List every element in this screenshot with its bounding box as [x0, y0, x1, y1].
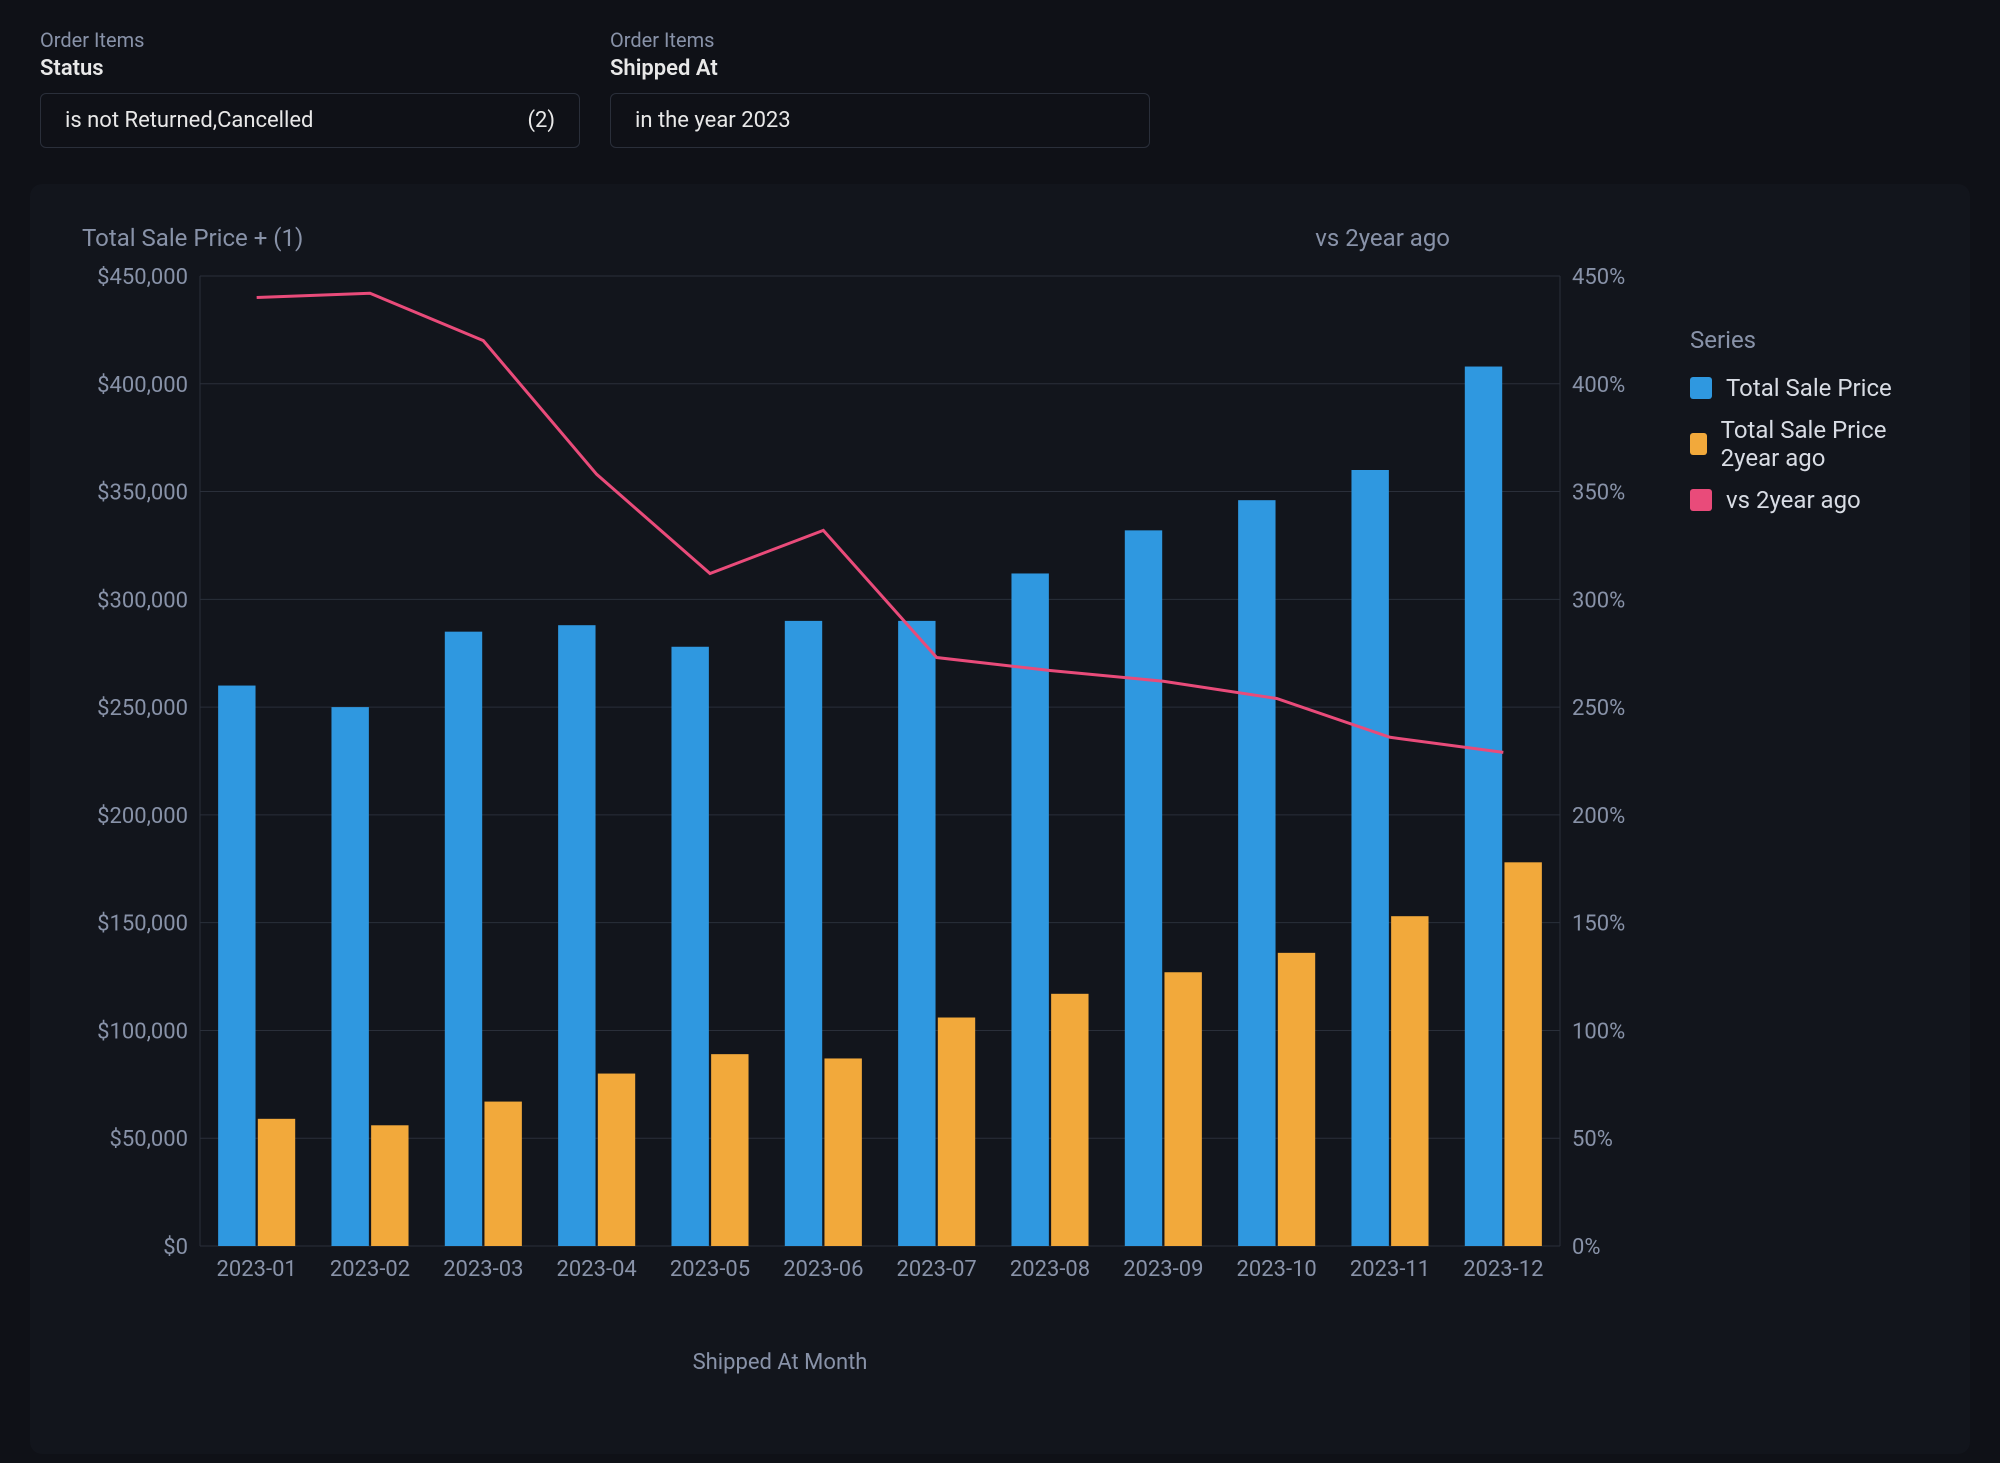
- legend-swatch: [1690, 433, 1707, 455]
- svg-text:300%: 300%: [1572, 588, 1625, 613]
- x-tick-label: 2023-09: [1123, 1257, 1203, 1282]
- svg-text:200%: 200%: [1572, 804, 1625, 829]
- bar[interactable]: [1504, 862, 1541, 1246]
- bar[interactable]: [558, 625, 595, 1246]
- x-tick-label: 2023-10: [1237, 1257, 1317, 1282]
- bar[interactable]: [371, 1125, 408, 1246]
- chart-plot[interactable]: $0 $50,000 $100,000 $150,000 $200,000 $250,00…: [70, 266, 1650, 1336]
- bar[interactable]: [1164, 972, 1201, 1246]
- filter-category-label: Order Items: [610, 28, 1150, 52]
- svg-text:$150,000: $150,000: [97, 912, 188, 937]
- filter-count-badge: (2): [527, 108, 555, 133]
- y2-axis-title: vs 2year ago: [1315, 224, 1450, 252]
- filter-group-shipped-at: Order Items Shipped At in the year 2023: [610, 28, 1150, 148]
- bar[interactable]: [1011, 573, 1048, 1246]
- legend-item[interactable]: Total Sale Price: [1690, 374, 1930, 402]
- bar[interactable]: [1125, 530, 1162, 1246]
- x-tick-label: 2023-12: [1463, 1257, 1543, 1282]
- x-tick-label: 2023-04: [557, 1257, 637, 1282]
- filter-category-label: Order Items: [40, 28, 580, 52]
- x-tick-label: 2023-07: [897, 1257, 977, 1282]
- svg-text:150%: 150%: [1572, 912, 1625, 937]
- filter-bar: Order Items Status is not Returned,Cance…: [0, 0, 2000, 176]
- legend-swatch: [1690, 489, 1712, 511]
- bar[interactable]: [484, 1102, 521, 1246]
- bar[interactable]: [938, 1018, 975, 1246]
- filter-value-status[interactable]: is not Returned,Cancelled (2): [40, 93, 580, 148]
- trend-line[interactable]: [257, 293, 1504, 752]
- y1-axis-title: Total Sale Price + (1): [82, 224, 303, 252]
- svg-text:$400,000: $400,000: [97, 373, 188, 398]
- svg-text:350%: 350%: [1572, 481, 1625, 506]
- bar[interactable]: [1278, 953, 1315, 1246]
- svg-text:$350,000: $350,000: [97, 481, 188, 506]
- svg-text:$200,000: $200,000: [97, 804, 188, 829]
- x-tick-label: 2023-02: [330, 1257, 410, 1282]
- bar[interactable]: [1351, 470, 1388, 1246]
- filter-field-label: Status: [40, 56, 580, 81]
- legend-item[interactable]: Total Sale Price 2year ago: [1690, 416, 1930, 472]
- legend-title: Series: [1690, 326, 1930, 354]
- x-tick-label: 2023-03: [443, 1257, 523, 1282]
- bar[interactable]: [258, 1119, 295, 1246]
- bar[interactable]: [1391, 916, 1428, 1246]
- svg-text:450%: 450%: [1572, 266, 1625, 290]
- bar[interactable]: [331, 707, 368, 1246]
- svg-text:400%: 400%: [1572, 373, 1625, 398]
- filter-value-text: is not Returned,Cancelled: [65, 108, 313, 133]
- svg-text:$250,000: $250,000: [97, 696, 188, 721]
- legend-label: Total Sale Price 2year ago: [1721, 416, 1930, 472]
- filter-field-label: Shipped At: [610, 56, 1150, 81]
- x-tick-label: 2023-06: [783, 1257, 863, 1282]
- bar[interactable]: [785, 621, 822, 1246]
- bar[interactable]: [445, 632, 482, 1246]
- bar[interactable]: [898, 621, 935, 1246]
- bar[interactable]: [711, 1054, 748, 1246]
- svg-text:0%: 0%: [1572, 1235, 1600, 1260]
- chart-header: Total Sale Price + (1) vs 2year ago: [70, 224, 1930, 252]
- x-tick-label: 2023-11: [1350, 1257, 1430, 1282]
- bar[interactable]: [598, 1074, 635, 1246]
- bar[interactable]: [218, 686, 255, 1246]
- x-axis-title: Shipped At Month: [70, 1350, 1490, 1375]
- legend-item[interactable]: vs 2year ago: [1690, 486, 1930, 514]
- x-tick-label: 2023-08: [1010, 1257, 1090, 1282]
- legend-label: Total Sale Price: [1726, 374, 1892, 402]
- filter-value-text: in the year 2023: [635, 108, 791, 133]
- svg-text:250%: 250%: [1572, 696, 1625, 721]
- svg-text:$300,000: $300,000: [97, 588, 188, 613]
- filter-group-status: Order Items Status is not Returned,Cance…: [40, 28, 580, 148]
- x-tick-label: 2023-05: [670, 1257, 750, 1282]
- svg-text:$50,000: $50,000: [109, 1127, 188, 1152]
- chart-legend: Series Total Sale Price Total Sale Price …: [1650, 266, 1930, 1336]
- svg-text:$100,000: $100,000: [97, 1019, 188, 1044]
- bar[interactable]: [1051, 994, 1088, 1246]
- legend-label: vs 2year ago: [1726, 486, 1861, 514]
- chart-svg: $0 $50,000 $100,000 $150,000 $200,000 $250,00…: [70, 266, 1650, 1286]
- bar[interactable]: [1238, 500, 1275, 1246]
- bar[interactable]: [824, 1058, 861, 1246]
- svg-text:50%: 50%: [1572, 1127, 1613, 1152]
- x-tick-label: 2023-01: [217, 1257, 297, 1282]
- chart-panel: Total Sale Price + (1) vs 2year ago $0 $5…: [30, 184, 1970, 1454]
- svg-text:$450,000: $450,000: [97, 266, 188, 290]
- svg-text:100%: 100%: [1572, 1019, 1625, 1044]
- legend-swatch: [1690, 377, 1712, 399]
- bar[interactable]: [1465, 367, 1502, 1246]
- bar[interactable]: [671, 647, 708, 1246]
- filter-value-shipped-at[interactable]: in the year 2023: [610, 93, 1150, 148]
- svg-text:$0: $0: [163, 1235, 188, 1260]
